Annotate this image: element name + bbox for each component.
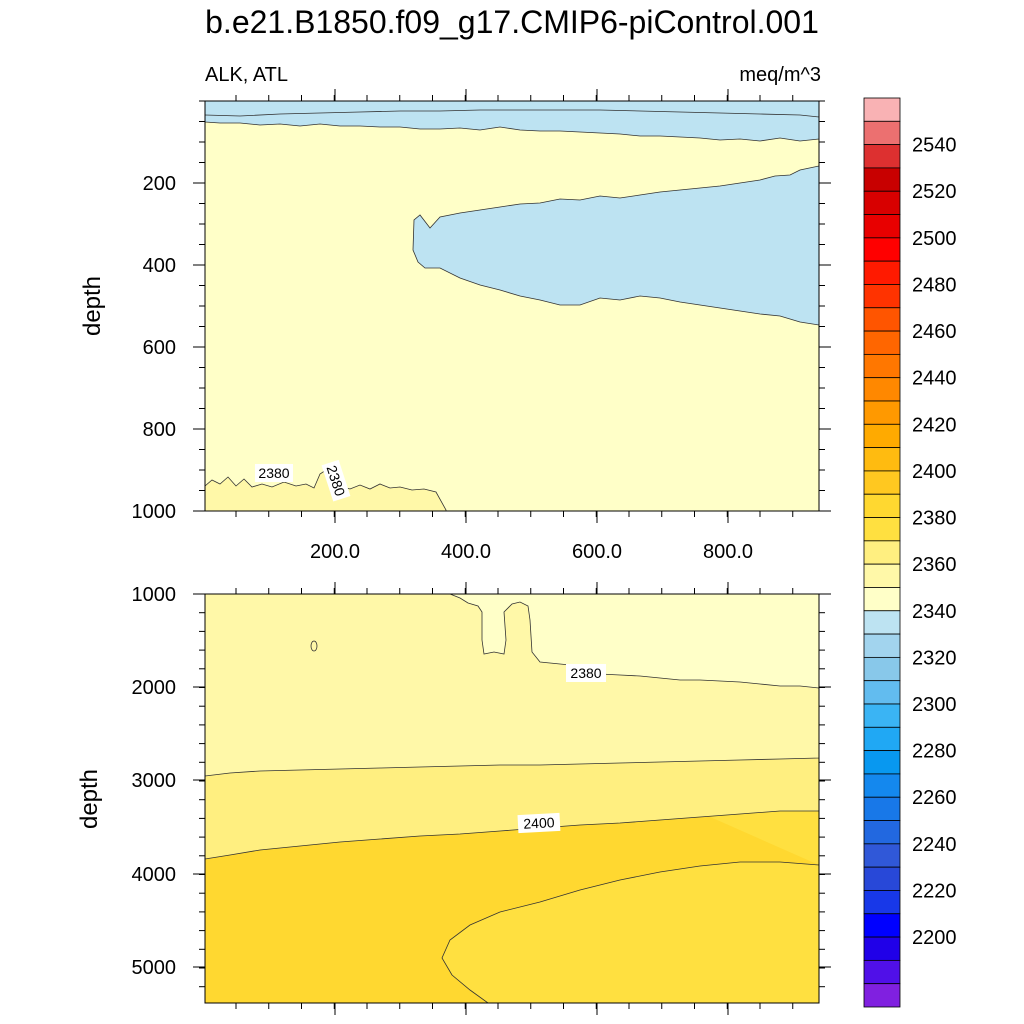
upper-panel-fill (205, 101, 819, 511)
colorbar-swatch (863, 284, 901, 309)
units-label: meq/m^3 (739, 64, 821, 86)
colorbar-swatch (863, 190, 901, 215)
colorbar-swatch (863, 167, 901, 192)
colorbar-swatch (863, 214, 901, 239)
colorbar-swatch (863, 587, 901, 612)
colorbar-swatch (863, 913, 901, 938)
intermediate-low-tongue (412, 165, 819, 326)
upper-y-tick-labels: 200 400 600 800 1000 (132, 173, 177, 523)
colorbar-swatch (863, 563, 901, 588)
lower-y-tick-labels: 1000 2000 3000 4000 5000 (132, 584, 177, 979)
colorbar-swatch (863, 843, 901, 868)
colorbar-swatch (863, 517, 901, 542)
colorbar-swatch (863, 773, 901, 798)
colorbar-swatch (863, 307, 901, 332)
colorbar-swatch (863, 633, 901, 658)
contour-label: 2380 (258, 465, 289, 481)
colorbar-swatch (863, 97, 901, 122)
colorbar-tick-label: 2520 (912, 181, 957, 203)
y-tick-label: 200 (143, 173, 176, 195)
colorbar-swatch (863, 703, 901, 728)
colorbar-tick-label: 2540 (912, 135, 957, 157)
colorbar-swatch (863, 890, 901, 915)
colorbar-tick-label: 2500 (912, 228, 957, 250)
colorbar-swatch (863, 820, 901, 845)
colorbar-tick-label: 2280 (912, 741, 957, 763)
colorbar-tick-label: 2240 (912, 834, 957, 856)
colorbar-tick-label: 2220 (912, 880, 957, 902)
upper-contour-labels: 2380 2380 (255, 459, 351, 502)
colorbar-tick-label: 2440 (912, 368, 957, 390)
upper-ticks (193, 89, 831, 523)
lower-ticks (193, 582, 831, 1015)
colorbar-swatch (863, 447, 901, 472)
y-tick-label: 800 (143, 419, 176, 441)
colorbar-swatch (863, 726, 901, 752)
colorbar-swatch (863, 656, 901, 682)
colorbar-tick-label: 2320 (912, 647, 957, 669)
colorbar-swatch (863, 330, 901, 355)
colorbar-tick-label: 2480 (912, 274, 957, 296)
y-tick-label: 400 (143, 255, 176, 277)
colorbar-swatch (863, 983, 901, 1008)
colorbar-swatch (863, 377, 901, 402)
contour-label: 2380 (570, 665, 601, 681)
x-tick-labels: 200.0 400.0 600.0 800.0 (310, 541, 753, 563)
colorbar-swatch (863, 237, 901, 262)
colorbar-swatch (863, 959, 901, 985)
colorbar-tick-label: 2380 (912, 508, 957, 530)
y-tick-label: 1000 (132, 584, 177, 606)
colorbar-tick-label: 2200 (912, 927, 957, 949)
colorbar-tick-label: 2420 (912, 414, 957, 436)
colorbar-swatch (863, 423, 901, 449)
colorbar-swatch (863, 470, 901, 495)
colorbar-swatch (863, 260, 901, 285)
colorbar-swatch (863, 610, 901, 635)
fill-2370-2380 (449, 594, 819, 689)
colorbar-swatch (863, 353, 901, 379)
colorbar (863, 97, 901, 1008)
x-tick-label: 600.0 (572, 541, 622, 563)
colorbar-swatch (863, 400, 901, 425)
lower-panel-fill (205, 594, 819, 1003)
colorbar-swatch (863, 680, 901, 705)
y-tick-label: 3000 (132, 770, 177, 792)
y-tick-label: 1000 (132, 501, 177, 523)
colorbar-tick-label: 2400 (912, 461, 957, 483)
colorbar-tick-label: 2360 (912, 554, 957, 576)
colorbar-swatch (863, 144, 901, 169)
y-tick-label: 2000 (132, 677, 177, 699)
chart-title: b.e21.B1850.f09_g17.CMIP6-piControl.001 (205, 4, 819, 40)
colorbar-swatch (863, 540, 901, 565)
x-tick-label: 800.0 (703, 541, 753, 563)
surface-low-region (205, 101, 819, 142)
contour-label: 2400 (523, 814, 555, 832)
y-tick-label: 5000 (132, 957, 177, 979)
colorbar-swatch (863, 750, 901, 775)
colorbar-swatch (863, 796, 901, 821)
y-tick-label: 600 (143, 337, 176, 359)
colorbar-swatch (863, 493, 901, 518)
lower-contour-labels: 2380 2400 (517, 664, 606, 834)
colorbar-tick-label: 2260 (912, 787, 957, 809)
colorbar-swatch (863, 120, 901, 146)
colorbar-swatch (863, 936, 901, 961)
contour-2420 (441, 861, 819, 1003)
x-tick-label: 200.0 (310, 541, 360, 563)
variable-label: ALK, ATL (205, 64, 289, 86)
colorbar-tick-label: 2340 (912, 601, 957, 623)
lower-panel-frame (204, 593, 820, 1004)
colorbar-swatch (863, 866, 901, 891)
colorbar-labels: 2540 2520 2500 2480 2460 2440 2420 2400 2380 2360… (912, 135, 957, 949)
x-tick-label: 400.0 (441, 541, 491, 563)
colorbar-tick-label: 2300 (912, 694, 957, 716)
y-tick-label: 4000 (132, 864, 177, 886)
colorbar-tick-label: 2460 (912, 321, 957, 343)
surface-low-inner-contour (205, 109, 819, 118)
